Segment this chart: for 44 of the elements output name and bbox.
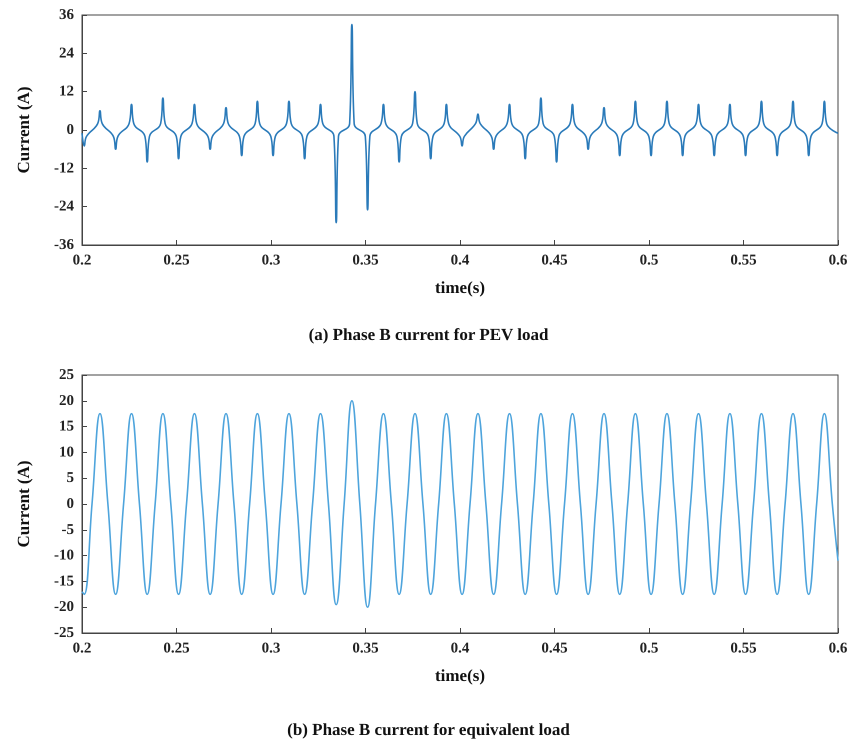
x-tick-label: 0.6 [828,252,848,268]
x-tick-label: 0.25 [163,640,190,656]
y-tick-label: 0 [66,496,74,512]
y-tick-label: 25 [59,367,74,383]
x-axis-title: time(s) [434,666,486,685]
y-tick-label: -25 [54,625,74,641]
y-tick-label: -20 [54,599,74,616]
x-tick-label: 0.4 [450,252,470,268]
y-axis-title: Current (A) [14,460,33,548]
text: (b) Phase B current for equivalent load [287,720,570,739]
y-tick-label: -24 [54,198,74,215]
y-tick-label: -12 [54,160,74,176]
x-tick-label: 0.35 [352,640,379,656]
x-tick-label: 0.35 [352,252,379,268]
x-tick-label: 0.4 [450,640,470,656]
x-tick-label: 0.25 [163,252,190,268]
x-tick-label: 0.55 [730,252,757,268]
y-tick-label: 5 [66,470,74,486]
y-tick-label: 24 [59,45,74,62]
y-tick-label: 10 [59,444,74,460]
x-tick-label: 0.55 [730,640,757,656]
y-tick-label: -15 [54,573,74,590]
y-tick-label: -5 [62,522,74,538]
x-tick-label: 0.5 [640,252,658,268]
y-tick-label: -10 [54,548,74,564]
y-tick-label: -36 [54,237,74,253]
y-tick-label: 12 [59,84,74,100]
x-tick-label: 0.45 [541,252,568,268]
x-tick-label: 0.2 [72,252,92,268]
y-tick-label: 36 [59,7,74,23]
line-series [81,24,839,224]
y-tick-label: 20 [59,392,74,409]
x-tick-label: 0.5 [640,640,658,656]
x-tick-label: 0.3 [262,252,280,268]
x-tick-label: 0.6 [828,640,848,656]
x-tick-label: 0.2 [72,640,92,656]
y-tick-label: 0 [66,122,74,138]
y-tick-label: 15 [59,418,74,435]
line-series [81,400,839,608]
x-axis-title: time(s) [434,278,486,297]
y-axis-title: Current (A) [14,86,33,174]
x-tick-label: 0.3 [262,640,280,656]
x-tick-label: 0.45 [541,640,568,656]
text: (a) Phase B current for PEV load [308,325,549,344]
